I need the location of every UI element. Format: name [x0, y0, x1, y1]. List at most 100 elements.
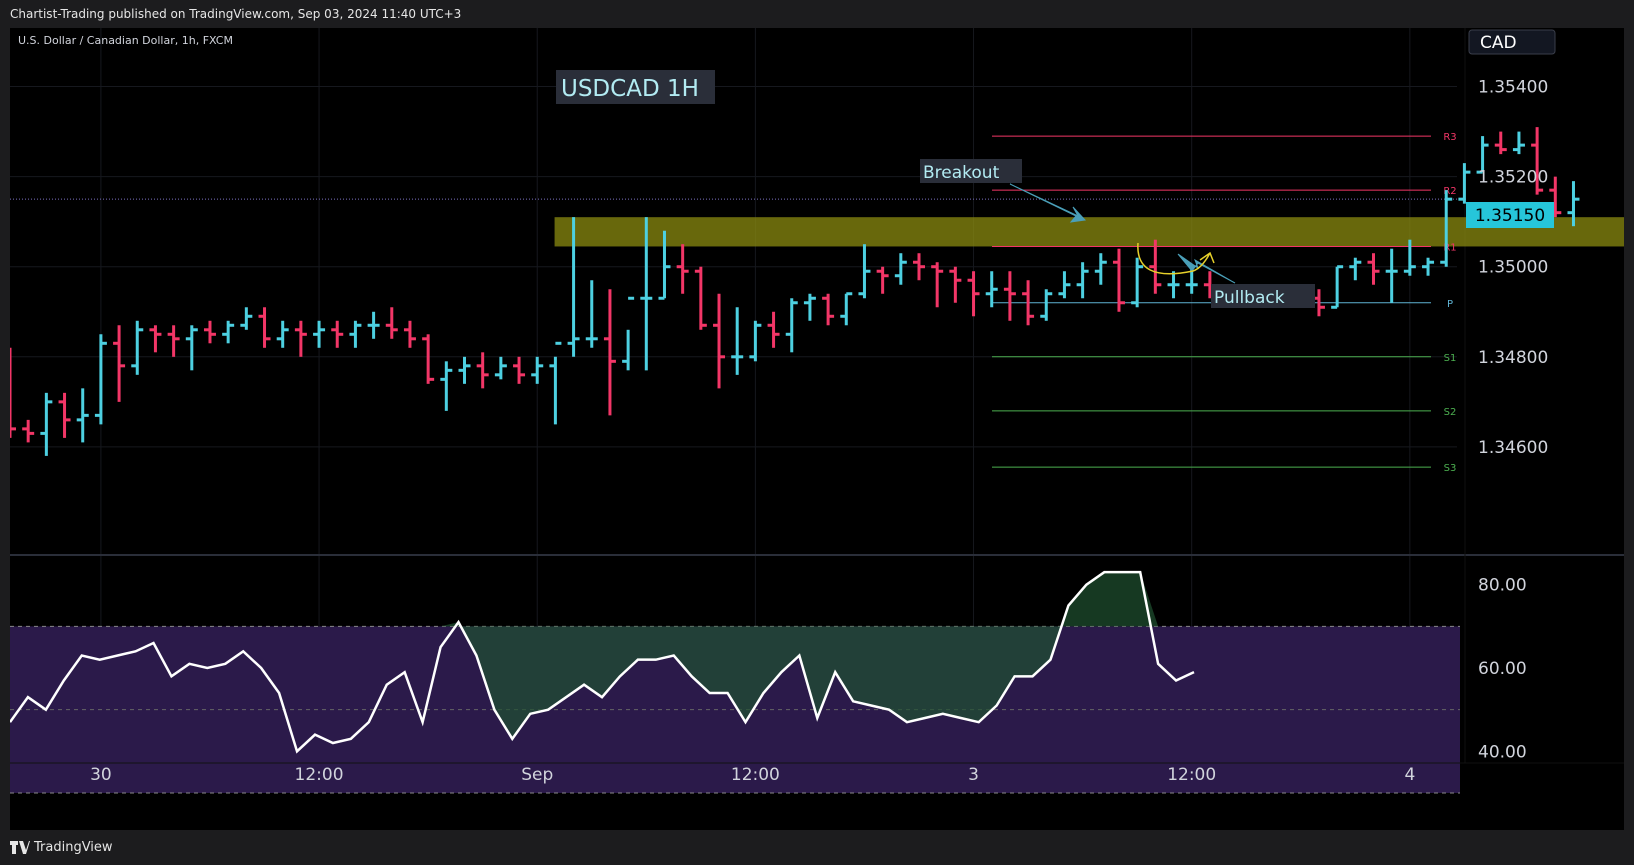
annotations [1009, 183, 1236, 284]
pullback-label: Pullback [1214, 288, 1285, 308]
pivot-label-p: P [1447, 299, 1453, 310]
ohlc-bar [894, 253, 907, 285]
breakout-arrow [1009, 183, 1087, 223]
last-price-badge: 1.35150 [1466, 202, 1554, 228]
pullback-label-box[interactable]: Pullback [1211, 284, 1315, 308]
time-tick-label: Sep [521, 765, 553, 785]
currency-button[interactable]: CAD [1468, 29, 1556, 55]
ohlc-bar [240, 307, 253, 330]
ohlc-bar [113, 325, 126, 402]
pivot-label-r2: R2 [1443, 186, 1456, 197]
chart-title-box[interactable]: USDCAD 1H [556, 70, 715, 104]
last-price-label: 1.35150 [1475, 206, 1545, 226]
ohlc-bar [385, 307, 398, 339]
rsi-pane [8, 570, 1460, 794]
ohlc-bar [458, 356, 471, 384]
ohlc-bar [1549, 176, 1562, 218]
chart-area[interactable]: R3 R2 R1 P S1 S2 S3 1.35400 1.35200 1.35000 1.348… [4, 28, 1634, 830]
pivot-lines: R3 R2 R1 P S1 S2 S3 [992, 132, 1457, 474]
ohlc-bar [767, 311, 780, 348]
ohlc-bar [76, 388, 89, 443]
ohlc-bar [1403, 239, 1416, 276]
ohlc-bar [749, 320, 762, 362]
ohlc-bar [1349, 257, 1362, 281]
ohlc-bar [185, 325, 198, 371]
ohlc-bar [658, 230, 671, 300]
time-tick-label: 4 [1404, 765, 1415, 785]
ohlc-bar [1331, 265, 1344, 309]
ohlc-bar [167, 325, 180, 357]
ohlc-bar [1422, 257, 1435, 276]
ohlc-bar [149, 325, 162, 353]
price-tick-label: 1.35400 [1478, 78, 1548, 98]
ohlc-bar [549, 341, 562, 425]
rsi-tick-label: 40.00 [1478, 742, 1527, 762]
supply-demand-zone[interactable] [554, 217, 1634, 247]
ohlc-bar [440, 361, 453, 411]
ohlc-bar [203, 320, 216, 344]
publisher-text: Chartist-Trading published on TradingVie… [10, 7, 462, 21]
price-axis-ticks: 1.35400 1.35200 1.35000 1.34800 1.34600 [1478, 78, 1548, 458]
ohlc-bar [403, 320, 416, 348]
ohlc-bar [258, 307, 271, 348]
ohlc-bar [694, 266, 707, 330]
ohlc-bar [22, 419, 35, 443]
price-tick-label: 1.35200 [1478, 168, 1548, 188]
pivot-label-s1: S1 [1444, 353, 1457, 364]
ohlc-bar [4, 346, 16, 438]
ohlc-bar [1131, 257, 1144, 308]
ohlc-bar [1494, 131, 1507, 155]
ohlc-bar [949, 266, 962, 303]
ohlc-bar [1367, 253, 1380, 285]
ohlc-bar [367, 311, 380, 339]
ohlc-bar [967, 271, 980, 317]
ohlc-bar [785, 298, 798, 353]
pullback-arrow [1177, 253, 1236, 284]
ohlc-bar [840, 292, 853, 326]
ohlc-bar [1567, 181, 1580, 227]
rsi-line [8, 570, 1195, 754]
publisher-header: Chartist-Trading published on TradingVie… [0, 0, 1634, 28]
chart-title: USDCAD 1H [561, 76, 699, 102]
ohlc-bar [349, 320, 362, 348]
ohlc-bar [294, 320, 307, 357]
chart-svg[interactable]: R3 R2 R1 P S1 S2 S3 1.35400 1.35200 1.35000 1.348… [4, 28, 1634, 830]
ohlc-bar [640, 217, 653, 371]
price-tick-label: 1.35000 [1478, 258, 1548, 278]
ohlc-bar [1094, 253, 1107, 285]
ohlc-bar [1440, 190, 1453, 267]
pivot-label-r3: R3 [1443, 132, 1456, 143]
ohlc-bar [1167, 271, 1180, 299]
ohlc-bar [913, 253, 925, 281]
ohlc-bar [1531, 127, 1544, 195]
breakout-label: Breakout [923, 163, 1000, 183]
pivot-label-s2: S2 [1444, 407, 1457, 418]
ohlc-bar [476, 352, 489, 389]
ohlc-bar [1058, 271, 1071, 299]
ohlc-bar [1385, 248, 1398, 303]
price-tick-label: 1.34600 [1478, 438, 1548, 458]
ohlc-bar [858, 244, 871, 299]
ohlc-bar [494, 356, 507, 380]
ohlc-bar [40, 392, 53, 456]
time-tick-label: 3 [968, 765, 979, 785]
ohlc-bar [222, 320, 235, 344]
ohlc-bar [1149, 239, 1162, 294]
ohlc-bar [1003, 271, 1016, 321]
footer: TradingView [0, 830, 1634, 865]
ohlc-bar [931, 262, 944, 308]
ohlc-bar [731, 307, 744, 375]
time-tick-label: 12:00 [731, 765, 780, 785]
ohlc-bar [331, 320, 344, 348]
ohlc-bar [1512, 131, 1525, 155]
ohlc-bar [1476, 136, 1489, 174]
rsi-tick-label: 80.00 [1478, 576, 1527, 596]
breakout-label-box[interactable]: Breakout [920, 159, 1022, 183]
ohlc-bar [567, 217, 580, 357]
ohlc-bar [131, 320, 144, 375]
price-bars [4, 127, 1580, 456]
time-tick-label: 12:00 [295, 765, 344, 785]
symbol-info: U.S. Dollar / Canadian Dollar, 1h, FXCM [18, 34, 233, 47]
bounce-curve [1137, 242, 1215, 275]
rsi-axis-ticks: 80.00 60.00 40.00 [1478, 576, 1527, 763]
